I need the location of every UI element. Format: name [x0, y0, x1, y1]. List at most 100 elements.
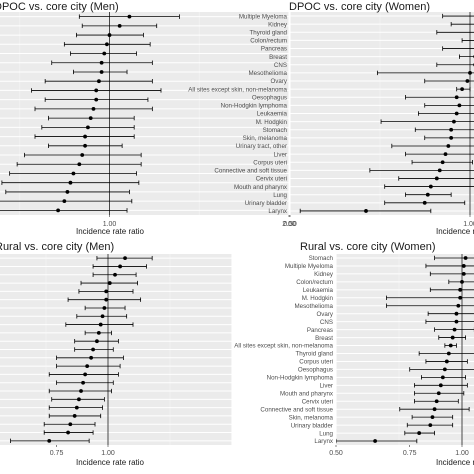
estimate-row: [84, 330, 112, 336]
point-estimate: [107, 33, 112, 37]
point-estimate: [430, 415, 435, 420]
point-estimate: [118, 264, 123, 269]
point-estimate: [104, 297, 109, 302]
estimate-row: [48, 115, 135, 121]
point-estimate: [457, 103, 462, 108]
estimate-row: [5, 189, 130, 195]
estimate-row: [425, 319, 474, 324]
plot-area: [336, 254, 474, 445]
category-label: Connective and soft tissue: [214, 168, 287, 175]
plot-area: [0, 12, 289, 215]
point-estimate: [74, 405, 79, 410]
point-estimate: [440, 160, 445, 165]
category-label: Corpus uteri: [299, 359, 333, 366]
category-label: All sites except skin, non-melanoma: [188, 86, 287, 93]
point-estimate: [446, 144, 451, 148]
point-estimate: [68, 422, 73, 427]
point-estimate: [65, 190, 70, 194]
point-estimate: [449, 135, 454, 140]
point-estimate: [448, 343, 453, 348]
estimate-row: [73, 69, 128, 75]
category-label: Kidney: [268, 21, 288, 28]
estimate-row: [43, 430, 94, 435]
point-estimate: [107, 281, 112, 285]
estimate-row: [51, 60, 153, 65]
point-estimate: [94, 97, 99, 102]
category-label: Leukaemia: [257, 111, 288, 118]
point-estimate: [96, 330, 101, 335]
category-label: Pancreas: [307, 327, 333, 334]
category-label: Mouth and pharynx: [280, 390, 334, 397]
point-estimate: [83, 134, 87, 139]
estimate-row: [434, 255, 474, 261]
estimate-row: [429, 287, 474, 293]
category-label: Non-Hodgkin lymphoma: [221, 103, 288, 110]
category-label: Breast: [269, 54, 287, 61]
estimate-row: [380, 119, 474, 124]
estimate-row: [336, 438, 418, 444]
estimate-row: [48, 372, 119, 377]
estimate-row: [427, 311, 474, 316]
category-label: Skin, melanoma: [289, 414, 334, 421]
x-tick-label: 0.50: [283, 221, 297, 228]
x-axis-label: Incidence rate ratio: [436, 458, 474, 467]
x-tick-label: 0.75: [50, 450, 64, 457]
point-estimate: [454, 311, 459, 316]
category-label: Urinary bladder: [291, 422, 333, 429]
estimate-row: [414, 391, 465, 396]
estimate-row: [44, 79, 153, 84]
estimate-row: [63, 42, 151, 47]
category-label: Multiple Myeloma: [239, 13, 288, 20]
point-estimate: [99, 60, 104, 65]
category-label: Connective and soft tissue: [260, 406, 333, 413]
point-estimate: [127, 14, 132, 19]
x-tick-label: 0.75: [403, 450, 417, 457]
category-label: Pancreas: [261, 46, 287, 53]
category-label: Oesophagus: [252, 94, 287, 101]
category-label: M. Hodgkin: [302, 295, 334, 302]
plot-background: [0, 12, 289, 215]
estimate-row: [16, 162, 142, 167]
estimate-row: [43, 422, 96, 427]
estimate-row: [84, 305, 126, 311]
estimate-row: [405, 151, 474, 157]
estimate-row: [456, 86, 471, 92]
point-estimate: [458, 287, 463, 292]
estimate-row: [9, 171, 137, 176]
estimate-row: [80, 280, 139, 286]
estimate-row: [96, 255, 153, 261]
estimate-row: [48, 405, 103, 410]
point-estimate: [434, 176, 439, 181]
point-estimate: [373, 439, 378, 443]
estimate-row: [424, 78, 474, 84]
point-estimate: [461, 271, 466, 276]
estimate-row: [448, 279, 474, 285]
point-estimate: [83, 372, 88, 377]
estimate-row: [411, 160, 473, 165]
estimate-row: [461, 38, 474, 43]
category-label: Thyroid gland: [250, 30, 288, 37]
point-estimate: [454, 111, 459, 116]
category-label: Liver: [320, 383, 333, 390]
estimate-row: [436, 30, 474, 35]
x-tick-label: 1.00: [103, 221, 117, 228]
estimate-row: [405, 95, 474, 100]
category-label: Cervix uteri: [256, 176, 287, 183]
estimate-row: [369, 168, 474, 173]
point-estimate: [80, 153, 85, 157]
category-label: CNS: [274, 62, 287, 69]
estimate-row: [76, 314, 128, 319]
estimate-row: [34, 134, 135, 139]
point-estimate: [450, 335, 455, 340]
category-label: Ovary: [316, 311, 333, 318]
category-label: Urinary tract, other: [236, 143, 287, 150]
point-estimate: [443, 152, 448, 157]
point-estimate: [89, 355, 94, 360]
point-estimate: [364, 209, 368, 213]
point-estimate: [438, 383, 443, 388]
category-label: Colon/rectum: [250, 38, 287, 45]
estimate-row: [74, 347, 114, 352]
estimate-row: [386, 295, 474, 300]
